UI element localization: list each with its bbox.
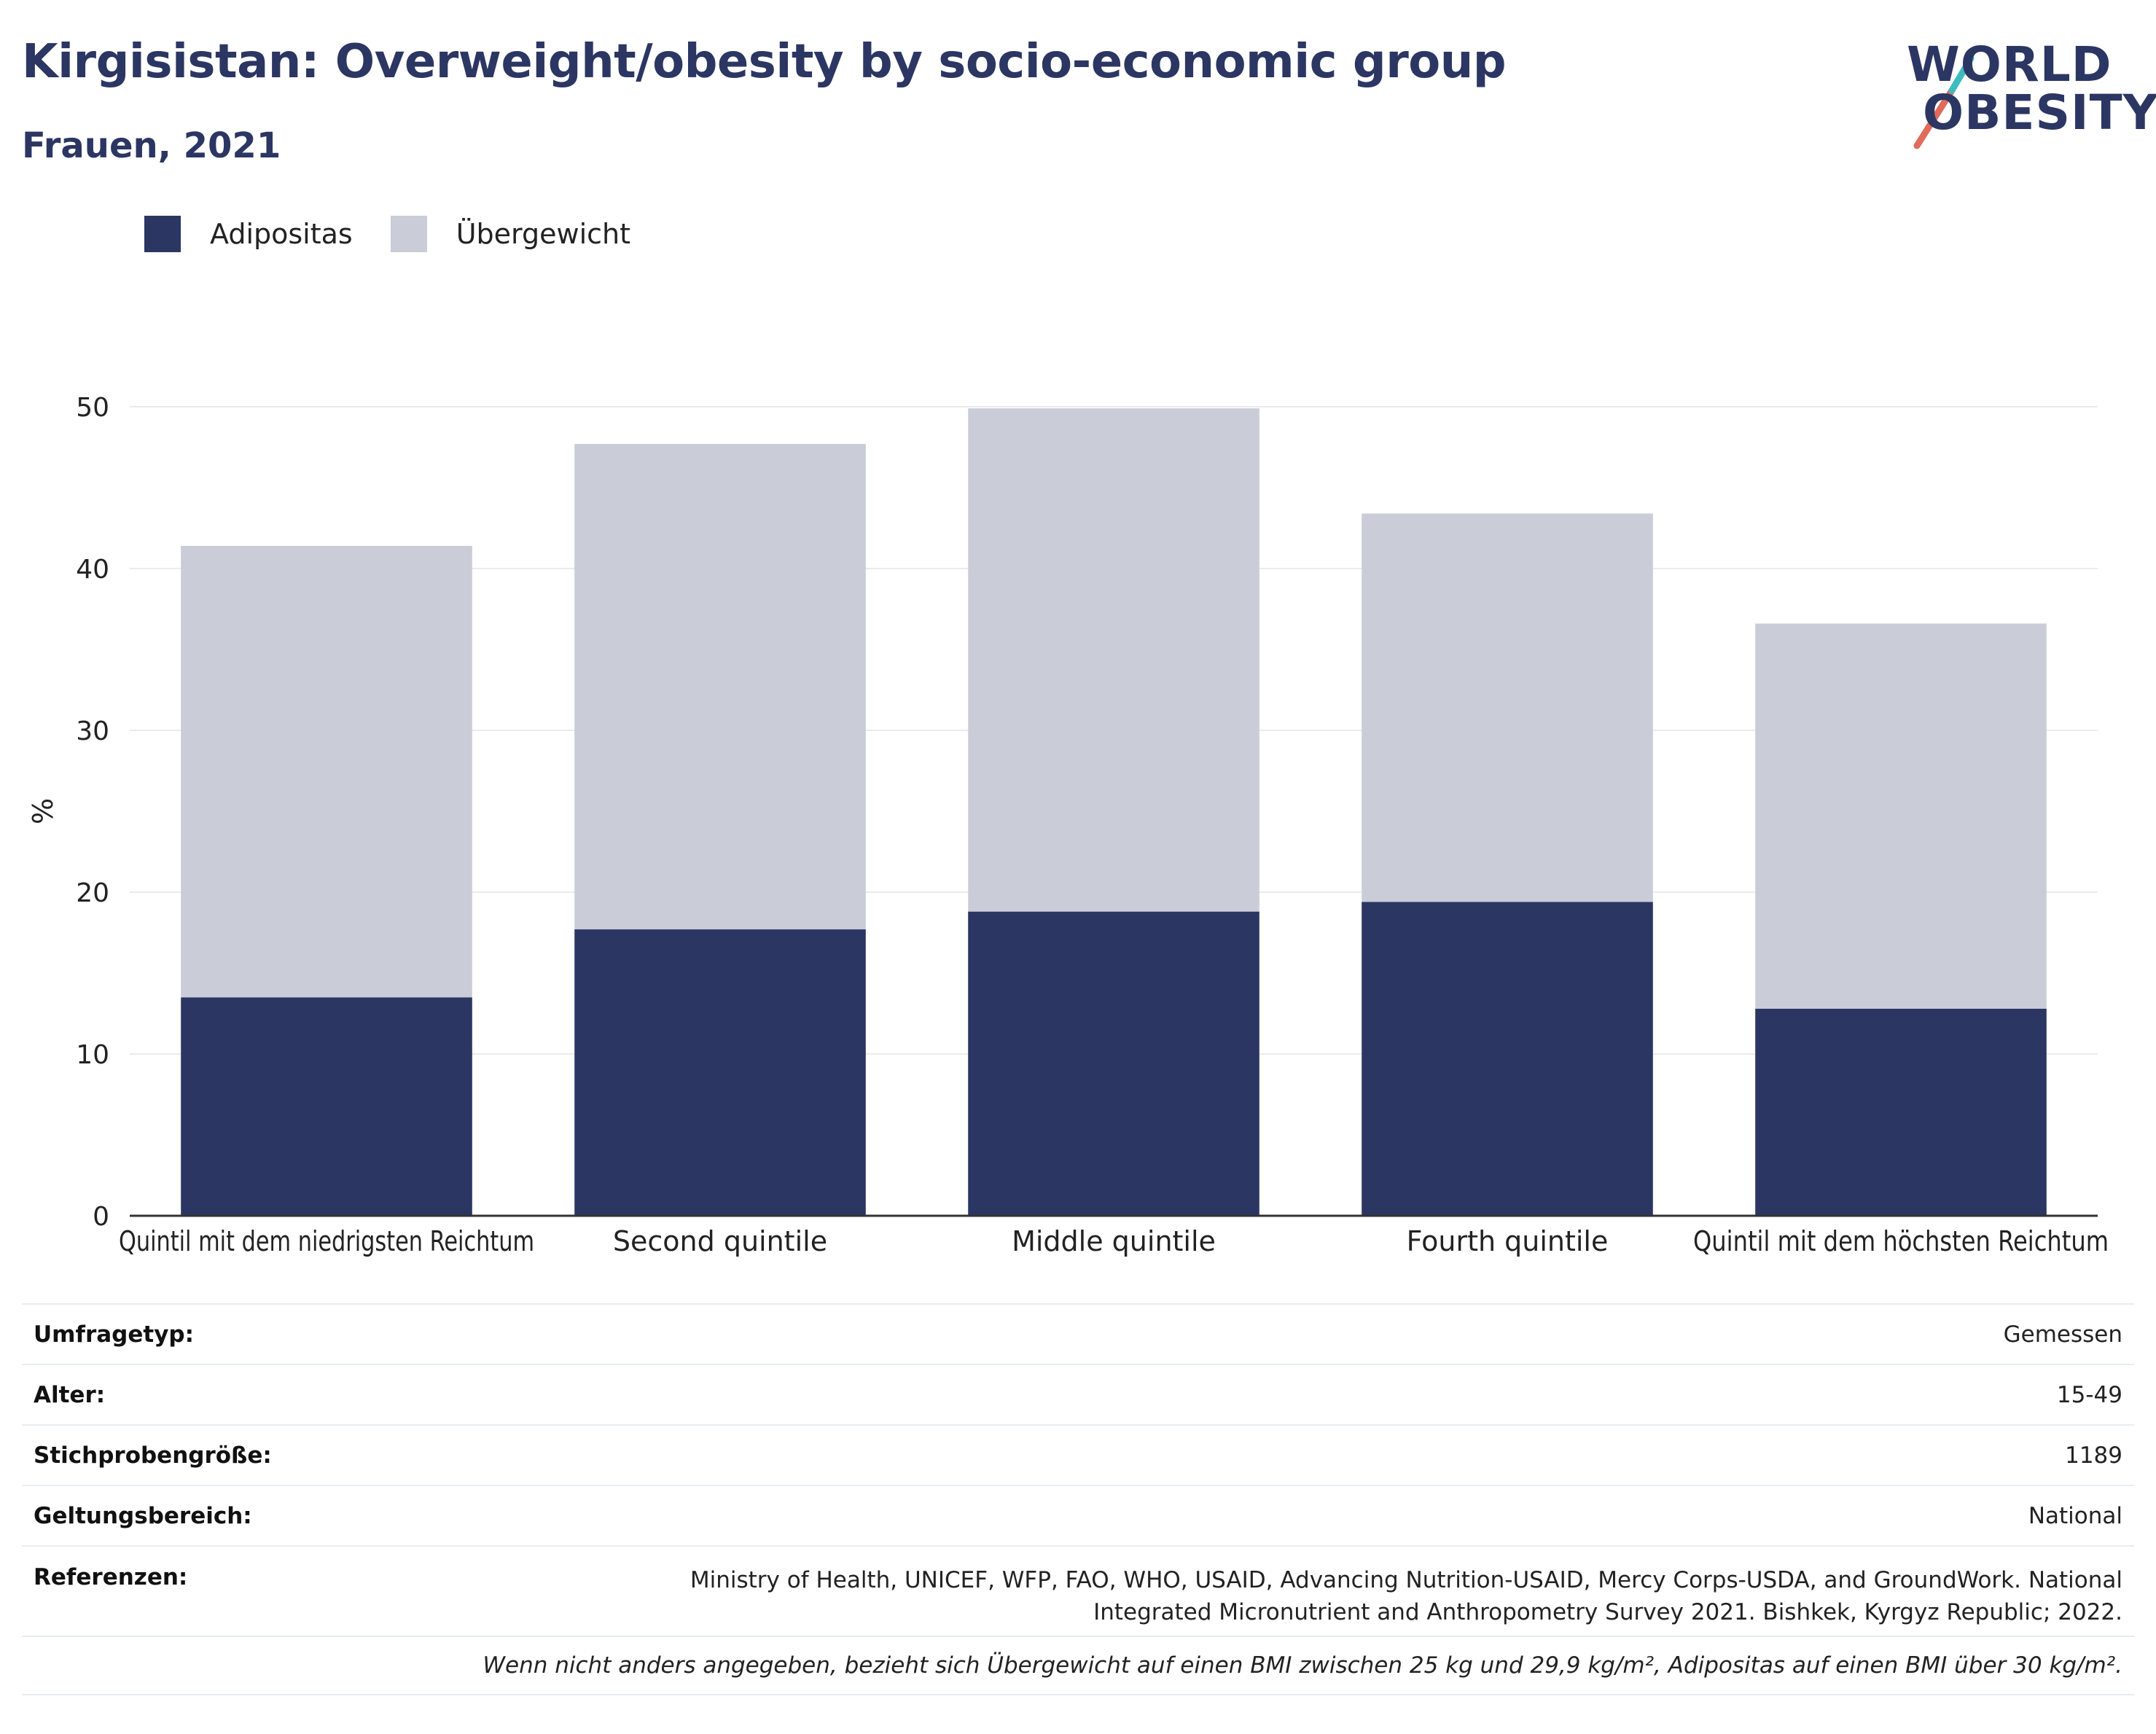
bar-adipositas bbox=[968, 911, 1259, 1216]
logo-line-obesity: OBESITY bbox=[1923, 85, 2156, 141]
chart-subtitle: Frauen, 2021 bbox=[22, 125, 281, 166]
bar-uebergewicht bbox=[574, 444, 866, 930]
y-tick-label: 0 bbox=[93, 1202, 109, 1232]
bar-uebergewicht bbox=[1362, 513, 1653, 902]
x-tick-label: Quintil mit dem höchsten Reichtum bbox=[1693, 1225, 2109, 1257]
info-row-sample-size: Stichprobengröße: 1189 bbox=[22, 1424, 2134, 1485]
info-row-age: Alter: 15-49 bbox=[22, 1364, 2134, 1424]
y-tick-label: 30 bbox=[76, 716, 109, 746]
logo-slash-teal bbox=[1948, 55, 1975, 94]
info-value: Gemessen bbox=[2003, 1321, 2122, 1348]
info-value: 15-49 bbox=[2056, 1381, 2122, 1408]
info-row-references: Referenzen: Ministry of Health, UNICEF, … bbox=[22, 1545, 2134, 1636]
info-row-survey-type: Umfragetyp: Gemessen bbox=[22, 1303, 2134, 1364]
info-label: Alter: bbox=[34, 1381, 106, 1408]
legend-label-adipositas: Adipositas bbox=[210, 218, 353, 250]
legend-swatch-adipositas bbox=[144, 216, 181, 252]
bar-adipositas bbox=[1362, 902, 1653, 1216]
y-axis-label: % bbox=[27, 798, 59, 824]
logo-slash-icon bbox=[1913, 55, 1975, 149]
bar-adipositas bbox=[181, 997, 472, 1216]
x-tick-label: Second quintile bbox=[613, 1225, 827, 1257]
y-tick-label: 10 bbox=[76, 1040, 109, 1070]
info-label: Umfragetyp: bbox=[34, 1321, 194, 1348]
info-label: Referenzen: bbox=[34, 1564, 188, 1590]
y-tick-label: 50 bbox=[76, 393, 109, 423]
survey-info-table: Umfragetyp: Gemessen Alter: 15-49 Stichp… bbox=[22, 1303, 2134, 1695]
stacked-bar-chart: 0 10 20 30 40 50% Quintil mit dem niedrigsten … bbox=[27, 393, 2109, 1257]
bar-adipositas bbox=[574, 929, 866, 1216]
bar-uebergewicht bbox=[968, 408, 1259, 912]
chart-legend: Adipositas Übergewicht bbox=[144, 216, 668, 252]
y-tick-label: 40 bbox=[76, 555, 109, 585]
info-row-footnote: Wenn nicht anders angegeben, bezieht sic… bbox=[22, 1636, 2134, 1695]
bar-uebergewicht bbox=[1755, 623, 2047, 1009]
bmi-definition-note: Wenn nicht anders angegeben, bezieht sic… bbox=[483, 1652, 2122, 1679]
info-label: Geltungsbereich: bbox=[34, 1502, 252, 1529]
x-tick-label: Middle quintile bbox=[1012, 1225, 1216, 1257]
logo-line-world: WORLD bbox=[1907, 36, 2112, 93]
y-tick-label: 20 bbox=[76, 878, 109, 908]
bar-adipositas bbox=[1755, 1008, 2047, 1216]
legend-item-uebergewicht[interactable]: Übergewicht bbox=[390, 216, 630, 252]
legend-swatch-uebergewicht bbox=[390, 216, 427, 252]
info-label: Stichprobengröße: bbox=[34, 1442, 272, 1469]
logo-slash-red bbox=[1913, 87, 1956, 149]
references-text: Ministry of Health, UNICEF, WFP, FAO, WH… bbox=[690, 1567, 2122, 1625]
legend-label-uebergewicht: Übergewicht bbox=[456, 218, 630, 250]
bar-uebergewicht bbox=[181, 545, 472, 998]
chart-title: Kirgisistan: Overweight/obesity by socio… bbox=[22, 35, 1507, 89]
info-row-scope: Geltungsbereich: National bbox=[22, 1485, 2134, 1545]
info-value: 1189 bbox=[2065, 1442, 2122, 1469]
x-tick-label: Quintil mit dem niedrigsten Reichtum bbox=[119, 1225, 534, 1257]
legend-item-adipositas[interactable]: Adipositas bbox=[144, 216, 353, 252]
world-obesity-logo: WORLD OBESITY bbox=[1895, 22, 2156, 153]
info-value: National bbox=[2028, 1502, 2122, 1529]
x-tick-label: Fourth quintile bbox=[1407, 1225, 1609, 1257]
